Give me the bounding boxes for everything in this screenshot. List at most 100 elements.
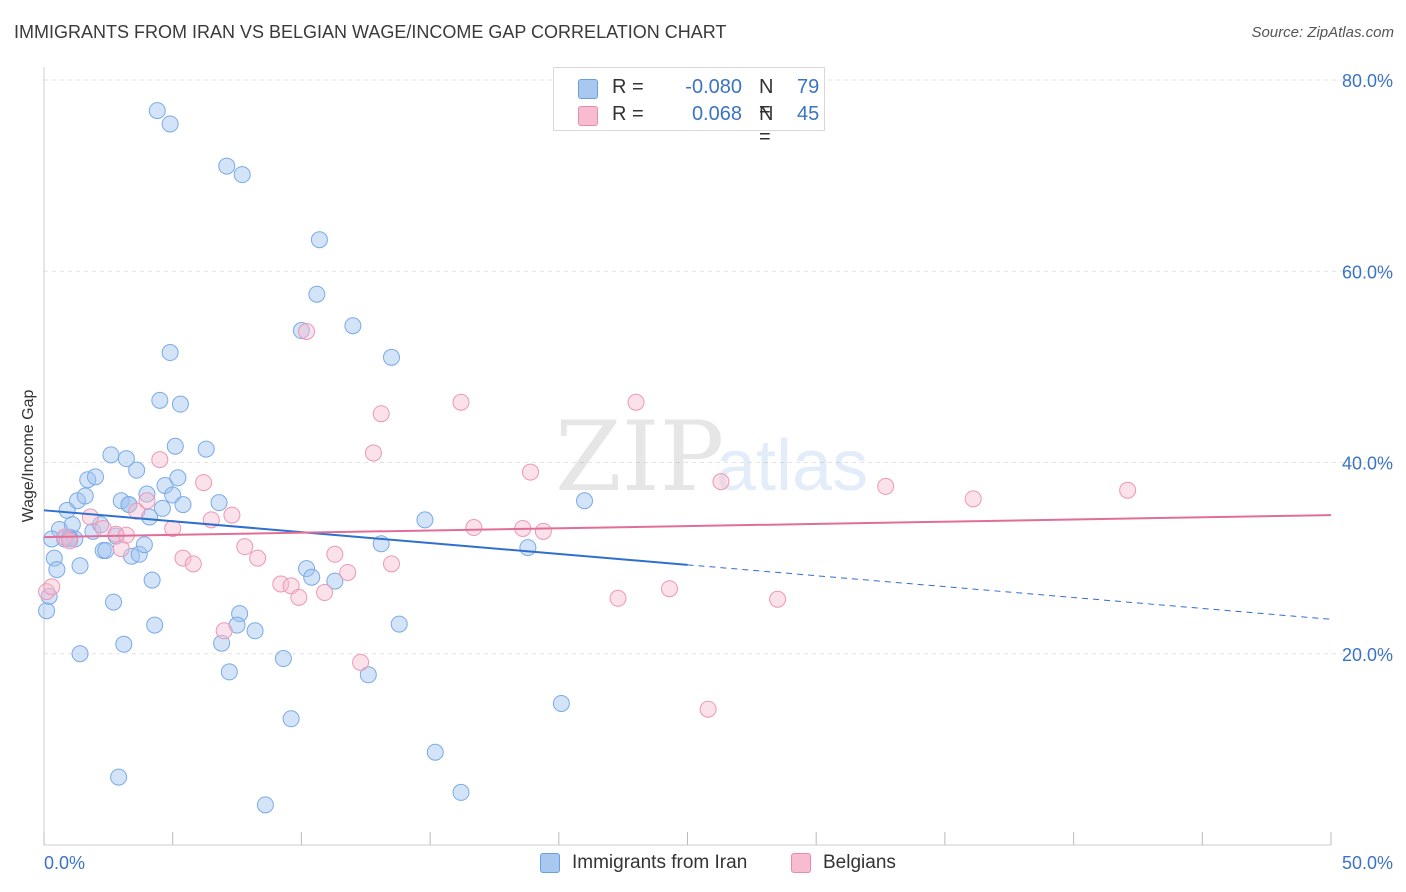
point-belgians [339,563,357,581]
gridlines [44,79,1393,655]
point-iran [146,616,164,634]
point-iran [213,634,231,652]
point-belgians [877,477,895,495]
point-iran [344,317,362,335]
point-iran [102,446,120,464]
point-belgians [151,451,169,469]
point-belgians [223,506,241,524]
point-belgians [195,474,213,492]
point-iran [197,440,215,458]
legend-swatch-belgians [791,853,811,873]
point-iran [148,102,166,120]
point-belgians [215,622,233,640]
point-iran [161,115,179,133]
point-iran [171,395,189,413]
watermark-atlas: atlas [716,426,868,506]
point-iran [71,557,89,575]
point-iran [210,494,228,512]
y-tick-labels: 20.0% 40.0% 60.0% 80.0% [1342,71,1393,665]
chart-title: IMMIGRANTS FROM IRAN VS BELGIAN WAGE/INC… [14,22,727,42]
point-iran [220,663,238,681]
point-iran [552,694,570,712]
point-belgians [372,405,390,423]
point-belgians [272,575,290,593]
legend-n-value: 79 [797,76,820,98]
point-iran [71,645,89,663]
point-belgians [1119,481,1137,499]
point-iran [48,561,66,579]
point-iran [43,530,61,548]
point-iran [128,461,146,479]
point-belgians [249,549,267,567]
trend-lines [43,509,1332,620]
point-iran [519,539,537,557]
point-iran [382,348,400,366]
watermark-zip: ZIP [555,401,724,513]
point-belgians [627,393,645,411]
point-iran [310,231,328,249]
point-iran [308,285,326,303]
stats-legend: R = -0.080 N = 79 R = 0.068 N = 45 [553,67,825,148]
point-belgians [38,583,56,601]
point-iran [416,511,434,529]
legend-label-iran: Immigrants from Iran [572,852,748,873]
point-iran [218,157,236,175]
point-iran [282,710,300,728]
y-tick-label: 80.0% [1342,71,1393,91]
point-iran [246,622,264,640]
point-iran [151,391,169,409]
point-belgians [290,588,308,606]
point-belgians [609,589,627,607]
trend-line-belgians [43,514,1332,539]
point-iran [256,796,274,814]
y-tick-label: 60.0% [1342,262,1393,282]
trend-line-iran [43,509,688,566]
legend-r-label: R = [612,76,644,98]
series-belgians [38,322,1137,718]
y-axis-label: Wage/Income Gap [20,390,37,523]
point-iran [303,568,321,586]
legend-n-value: 45 [797,103,820,125]
y-tick-label: 20.0% [1342,645,1393,665]
point-iran [63,516,81,534]
point-iran [76,487,94,505]
point-iran [169,469,187,487]
point-belgians [112,540,130,558]
watermark: ZIP atlas [555,401,868,513]
point-belgians [382,555,400,573]
point-belgians [699,700,717,718]
point-iran [166,437,184,455]
point-belgians [465,519,483,537]
point-iran [104,593,122,611]
point-belgians [174,549,192,567]
legend-n-label: N = [759,76,774,121]
point-belgians [298,322,316,340]
x-tick-label-max: 50.0% [1342,853,1393,873]
legend-r-value: -0.080 [685,76,742,98]
point-iran [452,783,470,801]
point-iran [112,492,130,510]
point-iran [86,468,104,486]
point-iran [40,587,58,605]
x-tick-label-min: 0.0% [44,853,85,873]
point-belgians [452,393,470,411]
point-belgians [769,590,787,608]
legend-swatch-iran [578,79,598,99]
point-iran [97,541,115,559]
point-belgians [43,578,61,596]
point-iran [326,572,344,590]
legend-r-value: 0.068 [691,103,742,125]
point-belgians [61,532,79,550]
point-iran [161,344,179,362]
point-iran [138,485,156,503]
point-belgians [128,502,146,520]
point-iran [135,536,153,554]
point-iran [115,635,133,653]
legend-label-belgians: Belgians [823,852,896,873]
point-iran [390,615,408,633]
point-iran [143,571,161,589]
point-iran [153,499,171,517]
point-belgians [236,538,254,556]
point-iran [292,322,310,340]
